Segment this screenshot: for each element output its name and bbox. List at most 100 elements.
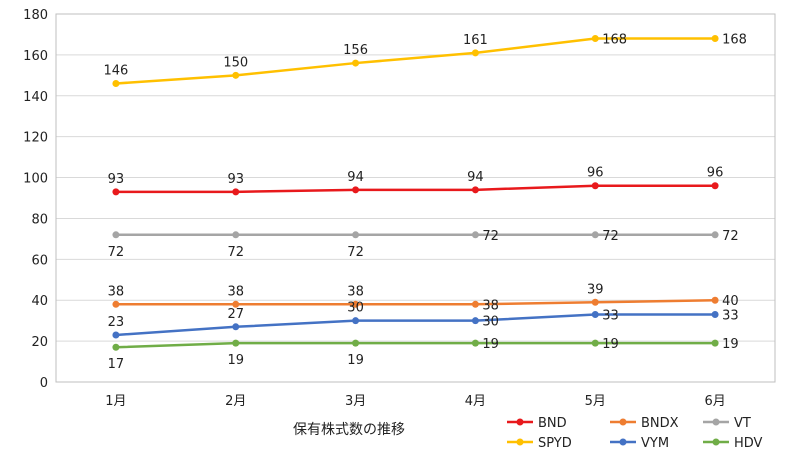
data-point-vt (112, 231, 120, 239)
series-line-hdv (115, 341, 716, 349)
data-label-bnd: 96 (707, 166, 724, 181)
data-label-spyd: 146 (104, 64, 129, 79)
data-label-vym: 33 (602, 309, 619, 324)
axes: 0 20 40 60 80 100 120 140 160 180 1月 2月 3月 4月 5月 6月 (23, 8, 776, 409)
data-label-vt: 72 (227, 245, 244, 260)
data-point-bndx (471, 300, 479, 308)
data-label-vym: 33 (722, 309, 739, 324)
data-point-hdv (711, 339, 719, 347)
data-point-vym (112, 331, 120, 339)
data-point-vt (352, 231, 360, 239)
data-point-vt (471, 231, 479, 239)
data-point-hdv (112, 343, 120, 351)
plot-area-border (55, 13, 776, 383)
legend-marker-bnd (516, 418, 524, 426)
data-point-vym (471, 317, 479, 325)
data-label-bnd: 93 (108, 172, 125, 187)
data-point-vym (232, 323, 240, 331)
data-label-vym: 30 (347, 301, 364, 316)
data-point-bndx (112, 300, 120, 308)
data-point-bnd (112, 188, 120, 196)
data-point-vym (591, 311, 599, 319)
gridlines (56, 13, 775, 383)
data-point-bndx (711, 296, 719, 304)
data-label-bndx: 40 (722, 294, 739, 309)
x-tick-label: 1月 (105, 394, 126, 409)
data-label-bnd: 94 (467, 170, 484, 185)
data-point-hdv (232, 339, 240, 347)
data-label-vym: 30 (482, 315, 499, 330)
data-label-bnd: 93 (227, 172, 244, 187)
data-point-bnd (711, 182, 719, 190)
y-tick-label: 20 (31, 335, 48, 350)
series-line-vym (115, 313, 716, 337)
data-label-spyd: 161 (463, 33, 488, 48)
data-label-bndx: 39 (587, 282, 604, 297)
x-tick-label: 4月 (465, 394, 486, 409)
data-point-hdv (352, 339, 360, 347)
legend-label-hdv: HDV (734, 436, 763, 451)
data-label-spyd: 156 (343, 43, 368, 58)
legend-marker-hdv (712, 438, 720, 446)
series-lines (112, 35, 719, 351)
y-tick-label: 160 (23, 49, 48, 64)
legend-marker-vym (619, 438, 627, 446)
y-tick-label: 120 (23, 131, 48, 146)
y-tick-label: 80 (31, 212, 48, 227)
data-label-hdv: 19 (482, 337, 499, 352)
data-label-hdv: 19 (602, 337, 619, 352)
data-label-vt: 72 (482, 229, 499, 244)
y-tick-label: 60 (31, 253, 48, 268)
legend-marker-bndx (619, 418, 627, 426)
data-label-vt: 72 (108, 245, 125, 260)
data-label-bndx: 38 (227, 284, 244, 299)
x-tick-label: 3月 (345, 394, 366, 409)
series-line-bnd (115, 184, 716, 194)
data-label-spyd: 150 (223, 55, 248, 70)
data-point-vt (591, 231, 599, 239)
data-label-hdv: 19 (227, 353, 244, 368)
data-label-bnd: 94 (347, 170, 364, 185)
legend-marker-spyd (516, 438, 524, 446)
data-point-spyd (112, 80, 120, 88)
legend-label-bndx: BNDX (641, 416, 679, 431)
y-tick-label: 100 (23, 172, 48, 187)
data-point-bndx (352, 300, 360, 308)
x-axis-title: 保有株式数の推移 (293, 422, 405, 438)
data-label-bndx: 38 (482, 298, 499, 313)
y-tick-label: 140 (23, 90, 48, 105)
x-tick-label: 5月 (585, 394, 606, 409)
data-point-vt (711, 231, 719, 239)
x-tick-label: 6月 (704, 394, 725, 409)
data-labels: 93 93 94 94 96 96 38 38 38 38 39 40 72 72 72 72 72 72 146 1… (104, 33, 747, 373)
data-point-vym (352, 317, 360, 325)
data-label-vt: 72 (602, 229, 619, 244)
data-point-hdv (591, 339, 599, 347)
data-label-vym: 27 (227, 307, 244, 322)
data-label-bnd: 96 (587, 166, 604, 181)
data-label-vym: 23 (108, 315, 125, 330)
legend-label-vt: VT (734, 416, 751, 431)
y-tick-label: 180 (23, 8, 48, 23)
data-point-bnd (232, 188, 240, 196)
data-label-hdv: 17 (108, 357, 125, 372)
legend-label-vym: VYM (641, 436, 669, 451)
data-label-hdv: 19 (347, 353, 364, 368)
data-point-spyd (711, 35, 719, 43)
series-line-bndx (115, 298, 716, 306)
legend-marker-vt (712, 418, 720, 426)
data-point-bndx (232, 300, 240, 308)
data-label-spyd: 168 (722, 33, 747, 48)
y-tick-label: 0 (40, 376, 48, 391)
data-point-spyd (232, 71, 240, 79)
data-point-hdv (471, 339, 479, 347)
legend-label-bnd: BND (538, 416, 567, 431)
data-label-bndx: 38 (108, 284, 125, 299)
data-label-bndx: 38 (347, 284, 364, 299)
legend: BND BNDX VT SPYD VYM HDV (507, 416, 763, 451)
data-point-bnd (591, 182, 599, 190)
data-point-bnd (352, 186, 360, 194)
data-point-spyd (471, 49, 479, 57)
